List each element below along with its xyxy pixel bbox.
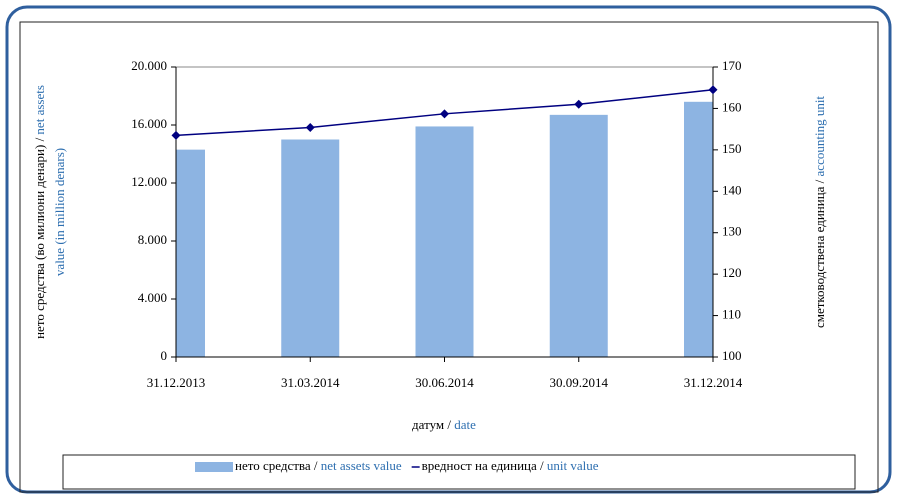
y-tick-label: 4.000 bbox=[138, 290, 167, 305]
legend-entry: нето средства / net assets value bbox=[235, 458, 402, 473]
line-marker bbox=[440, 109, 449, 119]
y2-label-en: accounting unit bbox=[812, 96, 827, 177]
legend-name: вредност на единица / bbox=[422, 458, 544, 473]
x-label-mk: датум / bbox=[412, 417, 451, 432]
x-axis-label: датум / date bbox=[412, 417, 476, 432]
bar bbox=[549, 114, 608, 357]
legend-name: нето средства / bbox=[235, 458, 318, 473]
bars bbox=[176, 101, 713, 357]
y2-tick-label: 170 bbox=[722, 58, 742, 73]
legend-entry: вредност на единица / unit value bbox=[422, 458, 599, 473]
y2-tick-label: 140 bbox=[722, 182, 742, 197]
x-label-en: date bbox=[454, 417, 476, 432]
x-tick-label: 31.12.2014 bbox=[684, 375, 743, 390]
chart-frame bbox=[19, 21, 879, 493]
y-tick-label: 8.000 bbox=[138, 232, 167, 247]
y2-tick-label: 160 bbox=[722, 99, 742, 114]
x-tick-label: 31.12.2013 bbox=[147, 375, 206, 390]
y2-tick-label: 110 bbox=[722, 307, 741, 322]
y-axis-label: нето средства (во милиони денари) / net … bbox=[32, 85, 47, 339]
x-tick-label: 31.03.2014 bbox=[281, 375, 340, 390]
legend-swatch bbox=[195, 462, 233, 472]
y2-tick-label: 100 bbox=[722, 348, 742, 363]
x-tick-label: 30.09.2014 bbox=[550, 375, 609, 390]
y2-label-mk: сметководствена единица / bbox=[812, 179, 827, 328]
y-label-mk: нето средства (во милиони денари) / bbox=[32, 137, 47, 338]
line-marker bbox=[708, 85, 718, 95]
y-tick-label: 20.000 bbox=[131, 58, 167, 73]
line-marker bbox=[574, 99, 584, 109]
legend-name-en: unit value bbox=[547, 458, 599, 473]
y-tick-label: 0 bbox=[161, 348, 168, 363]
line-marker bbox=[305, 122, 315, 132]
bar bbox=[684, 101, 713, 357]
line-marker bbox=[171, 130, 181, 140]
legend-name-en: net assets value bbox=[321, 458, 402, 473]
y-tick-label: 12.000 bbox=[131, 174, 167, 189]
y-tick-label: 16.000 bbox=[131, 116, 167, 131]
bar bbox=[415, 126, 474, 357]
y-label-en: net assets bbox=[32, 85, 47, 134]
y-axis-label-line2: value (in million denars) bbox=[52, 148, 67, 276]
bar bbox=[281, 139, 340, 357]
x-tick-label: 30.06.2014 bbox=[415, 375, 474, 390]
y2-tick-label: 150 bbox=[722, 141, 742, 156]
y2-tick-label: 120 bbox=[722, 265, 742, 280]
bar bbox=[176, 149, 205, 357]
y2-tick-label: 130 bbox=[722, 224, 742, 239]
y2-axis-label: сметководствена единица / accounting uni… bbox=[812, 96, 827, 328]
